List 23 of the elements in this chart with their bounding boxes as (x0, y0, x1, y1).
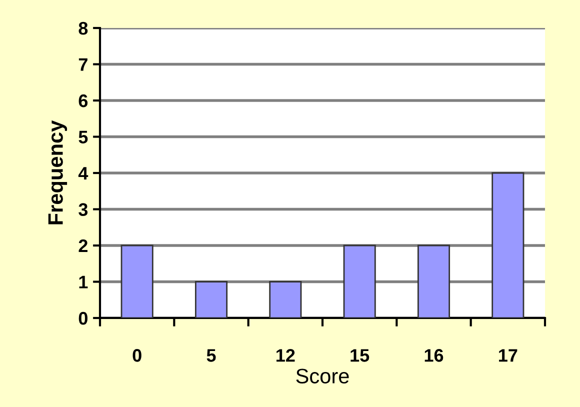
y-tick-label: 2 (78, 239, 88, 252)
y-tick-label: 7 (78, 58, 88, 71)
bar (120, 244, 154, 318)
y-tick-label: 5 (78, 130, 88, 144)
x-tick-label: 12 (276, 349, 295, 362)
y-tick-label: 4 (78, 167, 88, 180)
y-tick-label: 3 (78, 203, 88, 216)
x-tick-label: 16 (424, 349, 444, 362)
x-tick-label: 17 (499, 349, 518, 362)
y-tick-label: 0 (78, 312, 88, 325)
y-tick-label: 8 (78, 22, 88, 35)
y-tick-label: 1 (79, 276, 88, 288)
x-tick-label: 5 (206, 349, 216, 362)
x-tick-label: 15 (350, 349, 370, 362)
bar (343, 244, 376, 318)
bar (417, 244, 450, 318)
y-tick-label: 6 (78, 94, 88, 108)
x-axis-title: Score (296, 368, 349, 384)
x-tick-label: 0 (132, 349, 142, 362)
bar (492, 172, 524, 318)
bar (194, 281, 228, 318)
bar (269, 281, 302, 318)
y-axis-title: Frequency (48, 120, 68, 224)
